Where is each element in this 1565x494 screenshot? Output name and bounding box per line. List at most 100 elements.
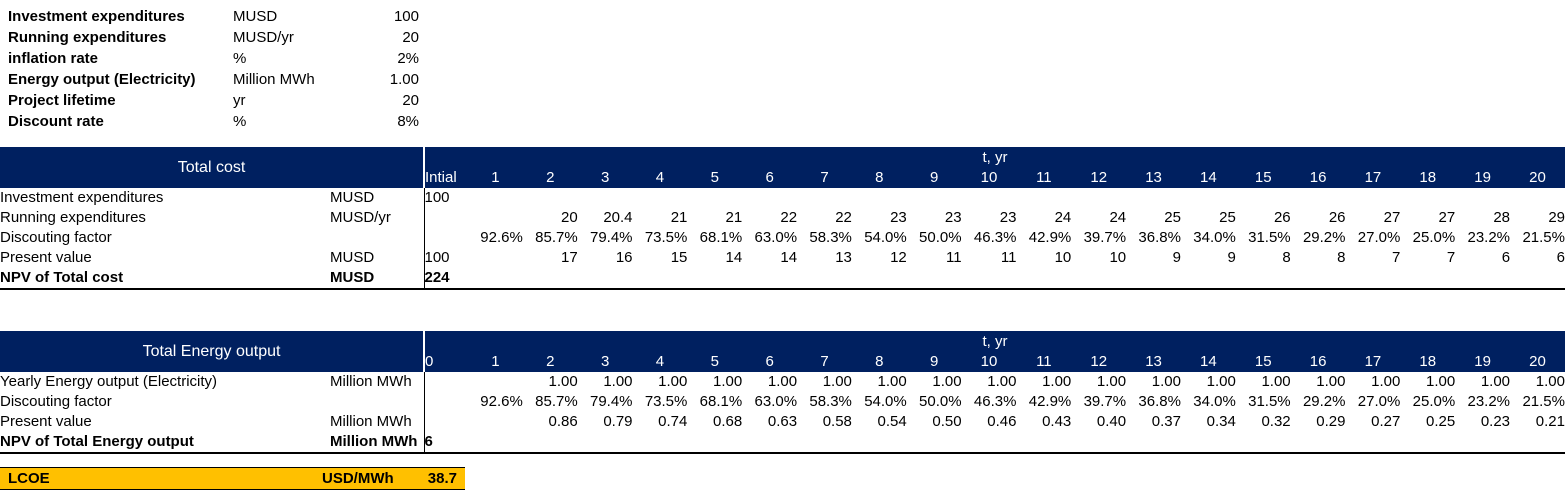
year-value-cell[interactable]: 58.3% bbox=[809, 393, 852, 410]
year-value-cell[interactable] bbox=[468, 432, 523, 453]
year-column-header[interactable]: 10 bbox=[961, 351, 1017, 372]
year-value-cell[interactable]: 0.23 bbox=[1480, 413, 1511, 430]
year-value-cell[interactable]: 20.4 bbox=[603, 209, 633, 226]
year-column-header[interactable]: 8 bbox=[851, 351, 907, 372]
year-value-cell[interactable]: 14 bbox=[780, 249, 798, 266]
year-value-cell[interactable]: 34.0% bbox=[1193, 393, 1236, 410]
year-value-cell[interactable] bbox=[687, 432, 742, 453]
year-value-cell[interactable]: 0.50 bbox=[932, 413, 962, 430]
year-value-cell[interactable]: 79.4% bbox=[589, 393, 633, 410]
year-value-cell[interactable]: 25 bbox=[1164, 209, 1181, 226]
row-label[interactable]: NPV of Total cost bbox=[0, 269, 124, 286]
row-unit[interactable]: Million MWh bbox=[330, 433, 418, 450]
year-column-header[interactable]: 2 bbox=[522, 351, 578, 372]
year-value-cell[interactable]: 31.5% bbox=[1248, 229, 1291, 246]
parameter-unit[interactable]: Million MWh bbox=[233, 71, 315, 88]
row-label[interactable]: Discouting factor bbox=[0, 229, 112, 246]
year-value-cell[interactable]: 22 bbox=[835, 209, 852, 226]
year-column-header[interactable]: 15 bbox=[1235, 167, 1291, 188]
row-label[interactable]: Present value bbox=[0, 413, 92, 430]
year-value-cell[interactable]: 0.86 bbox=[548, 413, 578, 430]
parameter-label[interactable]: Investment expenditures bbox=[8, 8, 185, 25]
year-value-cell[interactable]: 73.5% bbox=[644, 229, 688, 246]
year-value-cell[interactable]: 24 bbox=[1054, 209, 1072, 226]
year-value-cell[interactable]: 0.27 bbox=[1371, 413, 1401, 430]
year-value-cell[interactable]: 25 bbox=[1219, 209, 1236, 226]
parameter-value[interactable]: 20 bbox=[402, 92, 419, 109]
year-value-cell[interactable]: 34.0% bbox=[1193, 229, 1236, 246]
year-value-cell[interactable] bbox=[1510, 432, 1565, 453]
year-value-cell[interactable] bbox=[1346, 188, 1401, 208]
year-value-cell[interactable]: 7 bbox=[1446, 249, 1456, 266]
year-column-header[interactable]: 13 bbox=[1126, 167, 1181, 188]
year-value-cell[interactable] bbox=[1071, 268, 1126, 289]
row-label[interactable]: Present value bbox=[0, 249, 92, 266]
year-value-cell[interactable]: 39.7% bbox=[1083, 393, 1127, 410]
year-value-cell[interactable]: 26 bbox=[1328, 209, 1346, 226]
year-value-cell[interactable]: 31.5% bbox=[1248, 393, 1291, 410]
year-value-cell[interactable]: 1.00 bbox=[932, 373, 962, 390]
parameter-unit[interactable]: % bbox=[233, 50, 247, 67]
year-value-cell[interactable]: 10 bbox=[1054, 249, 1072, 266]
year-value-cell[interactable] bbox=[468, 188, 523, 208]
row-unit[interactable]: Million MWh bbox=[330, 373, 412, 390]
year-column-header[interactable]: 14 bbox=[1180, 351, 1236, 372]
initial-value-cell[interactable] bbox=[423, 228, 468, 248]
year-column-header[interactable]: 16 bbox=[1290, 167, 1346, 188]
row-unit[interactable]: MUSD bbox=[330, 189, 375, 206]
year-value-cell[interactable] bbox=[1071, 432, 1126, 453]
year-column-header[interactable]: 4 bbox=[632, 351, 688, 372]
lcoe-row[interactable]: LCOE USD/MWh 38.7 bbox=[0, 467, 465, 490]
table-title[interactable]: Total cost bbox=[0, 147, 425, 188]
year-value-cell[interactable] bbox=[1236, 268, 1291, 289]
year-column-header[interactable]: 6 bbox=[742, 167, 798, 188]
year-value-cell[interactable] bbox=[1016, 268, 1071, 289]
year-column-header[interactable]: 3 bbox=[577, 351, 633, 372]
year-column-header[interactable]: 9 bbox=[906, 167, 962, 188]
year-value-cell[interactable] bbox=[962, 188, 1017, 208]
year-value-cell[interactable]: 0.54 bbox=[877, 413, 907, 430]
year-value-cell[interactable]: 15 bbox=[670, 249, 688, 266]
year-column-header[interactable]: 8 bbox=[851, 167, 907, 188]
year-column-header[interactable]: 16 bbox=[1290, 351, 1346, 372]
row-unit[interactable]: MUSD bbox=[330, 269, 375, 286]
year-value-cell[interactable]: 1.00 bbox=[1371, 373, 1401, 390]
year-value-cell[interactable] bbox=[1181, 188, 1236, 208]
year-value-cell[interactable]: 36.8% bbox=[1138, 393, 1181, 410]
year-column-header[interactable]: 5 bbox=[687, 351, 743, 372]
year-value-cell[interactable] bbox=[742, 432, 797, 453]
year-value-cell[interactable]: 14 bbox=[725, 249, 743, 266]
parameter-unit[interactable]: yr bbox=[233, 92, 246, 109]
parameter-label[interactable]: Energy output (Electricity) bbox=[8, 71, 196, 88]
year-value-cell[interactable]: 68.1% bbox=[699, 393, 743, 410]
year-value-cell[interactable]: 9 bbox=[1227, 249, 1236, 266]
year-value-cell[interactable] bbox=[1510, 188, 1565, 208]
year-value-cell[interactable] bbox=[797, 268, 852, 289]
initial-value-cell[interactable] bbox=[423, 208, 468, 228]
year-value-cell[interactable] bbox=[687, 268, 742, 289]
initial-value-cell[interactable]: 6 bbox=[423, 432, 468, 453]
year-value-cell[interactable] bbox=[1510, 268, 1565, 289]
year-value-cell[interactable] bbox=[1400, 268, 1455, 289]
year-value-cell[interactable] bbox=[633, 188, 688, 208]
year-value-cell[interactable]: 42.9% bbox=[1028, 393, 1072, 410]
parameter-row[interactable]: Project lifetime yr 20 bbox=[8, 90, 419, 111]
year-value-cell[interactable]: 63.0% bbox=[754, 393, 798, 410]
year-value-cell[interactable] bbox=[1455, 432, 1510, 453]
year-value-cell[interactable]: 0.21 bbox=[1535, 413, 1565, 430]
year-value-cell[interactable] bbox=[797, 188, 852, 208]
year-value-cell[interactable] bbox=[1455, 188, 1510, 208]
year-value-cell[interactable] bbox=[468, 248, 523, 268]
year-value-cell[interactable]: 21.5% bbox=[1522, 229, 1565, 246]
year-value-cell[interactable] bbox=[1236, 188, 1291, 208]
year-value-cell[interactable] bbox=[907, 432, 962, 453]
year-value-cell[interactable]: 73.5% bbox=[644, 393, 688, 410]
year-value-cell[interactable]: 79.4% bbox=[589, 229, 633, 246]
year-value-cell[interactable] bbox=[1016, 432, 1071, 453]
year-value-cell[interactable]: 1.00 bbox=[658, 373, 688, 390]
year-value-cell[interactable]: 8 bbox=[1337, 249, 1346, 266]
parameter-value[interactable]: 2% bbox=[397, 50, 419, 67]
parameter-label[interactable]: Project lifetime bbox=[8, 92, 116, 109]
initial-value-cell[interactable]: 100 bbox=[423, 248, 468, 268]
year-column-header[interactable]: 12 bbox=[1071, 351, 1127, 372]
